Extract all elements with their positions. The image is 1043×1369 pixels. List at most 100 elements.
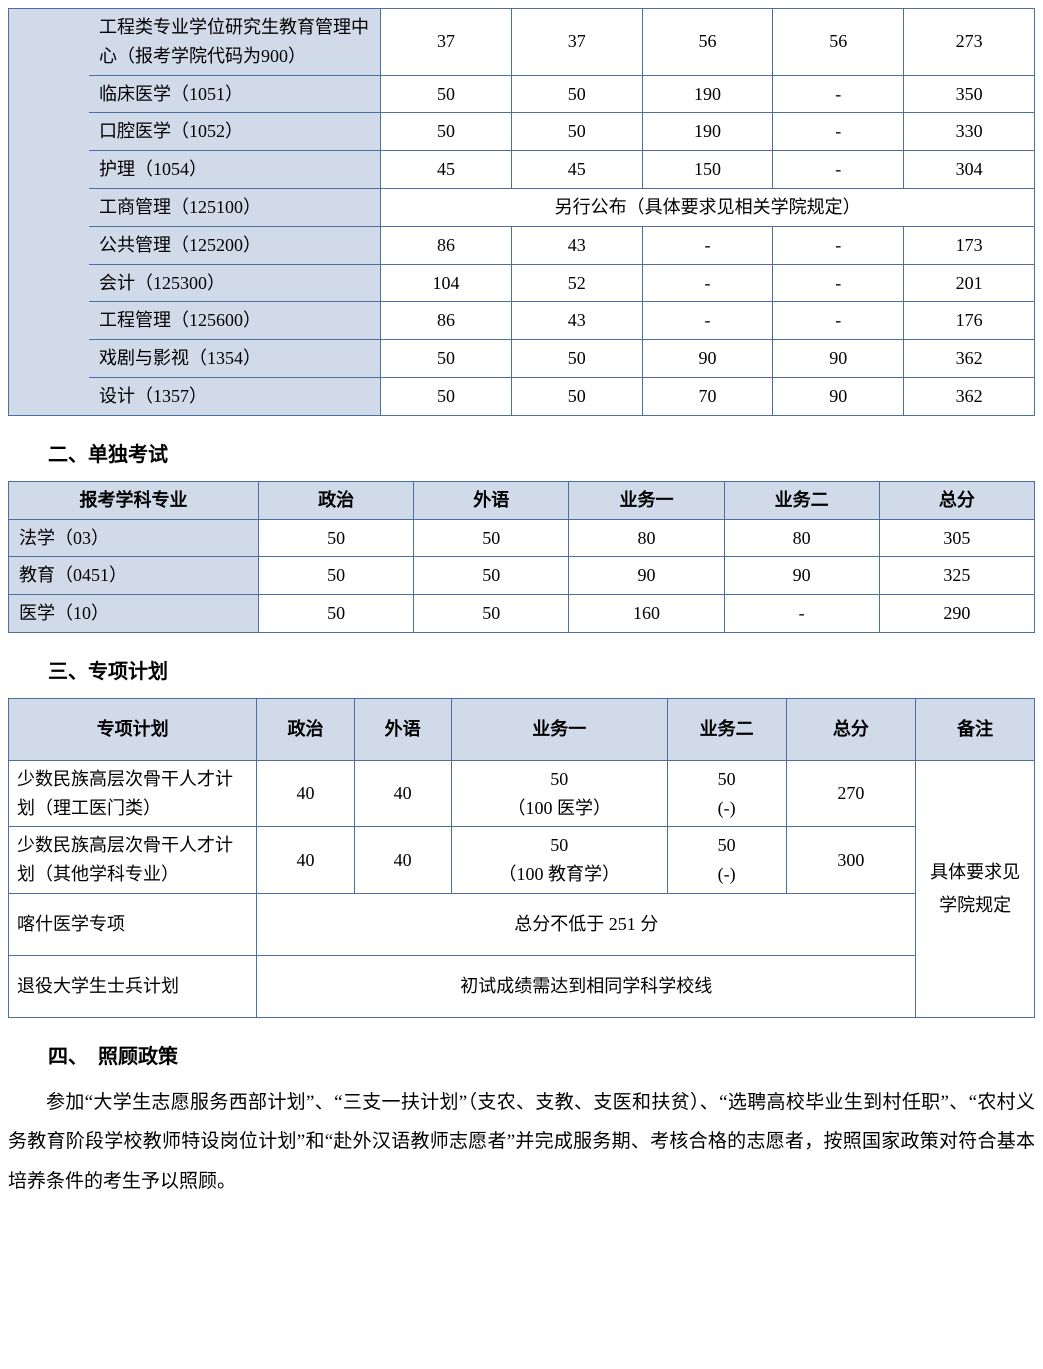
merged-cell: 总分不低于 251 分: [257, 893, 916, 955]
col-total: 总分: [786, 698, 916, 760]
cell: 270: [786, 760, 916, 827]
table-row: 设计（1357）50507090362: [9, 377, 1035, 415]
cell: 50: [511, 377, 642, 415]
cell: 362: [904, 377, 1035, 415]
cell: 40: [257, 760, 354, 827]
table-header-row: 报考学科专业 政治 外语 业务一 业务二 总分: [9, 481, 1035, 519]
row-label: 公共管理（125200）: [89, 226, 381, 264]
cell: 90: [773, 340, 904, 378]
cell: -: [642, 264, 773, 302]
table-row: 戏剧与影视（1354）50509090362: [9, 340, 1035, 378]
cell: -: [773, 113, 904, 151]
cell: -: [773, 226, 904, 264]
cell: 304: [904, 151, 1035, 189]
row-label: 教育（0451）: [9, 557, 259, 595]
cell: 362: [904, 340, 1035, 378]
cell: 190: [642, 75, 773, 113]
category-spacer: [9, 9, 89, 416]
table-row: 口腔医学（1052）5050190-330: [9, 113, 1035, 151]
merged-cell: 初试成绩需达到相同学科学校线: [257, 955, 916, 1017]
col-biz2: 业务二: [667, 698, 786, 760]
cell: 80: [724, 519, 879, 557]
cell: 104: [381, 264, 512, 302]
col-subject: 报考学科专业: [9, 481, 259, 519]
table-row: 会计（125300）10452--201: [9, 264, 1035, 302]
table-row: 工程类专业学位研究生教育管理中心（报考学院代码为900）37375656273: [9, 9, 1035, 76]
cell: 305: [879, 519, 1034, 557]
cell: 37: [511, 9, 642, 76]
row-label: 护理（1054）: [89, 151, 381, 189]
row-label: 戏剧与影视（1354）: [89, 340, 381, 378]
cell: 50(-): [667, 827, 786, 894]
row-label: 少数民族高层次骨干人才计划（其他学科专业）: [9, 827, 257, 894]
col-foreign: 外语: [414, 481, 569, 519]
cell: 50: [414, 595, 569, 633]
row-label: 工程管理（125600）: [89, 302, 381, 340]
cell: 190: [642, 113, 773, 151]
cell: 176: [904, 302, 1035, 340]
row-label: 法学（03）: [9, 519, 259, 557]
cell: 90: [773, 377, 904, 415]
col-plan: 专项计划: [9, 698, 257, 760]
row-label: 少数民族高层次骨干人才计划（理工医门类）: [9, 760, 257, 827]
cell: 56: [773, 9, 904, 76]
table-row: 退役大学生士兵计划 初试成绩需达到相同学科学校线: [9, 955, 1035, 1017]
col-politics: 政治: [259, 481, 414, 519]
col-remark: 备注: [916, 698, 1035, 760]
cell: 50: [381, 113, 512, 151]
cell: 80: [569, 519, 724, 557]
col-biz1: 业务一: [569, 481, 724, 519]
table-row: 教育（0451）50509090325: [9, 557, 1035, 595]
cell: 70: [642, 377, 773, 415]
cell: -: [724, 595, 879, 633]
cell: 90: [724, 557, 879, 595]
cell: 50: [259, 595, 414, 633]
row-label: 工商管理（125100）: [89, 188, 381, 226]
cell: 290: [879, 595, 1034, 633]
cell: 40: [257, 827, 354, 894]
cell: 86: [381, 302, 512, 340]
cell: 150: [642, 151, 773, 189]
table-row: 护理（1054）4545150-304: [9, 151, 1035, 189]
cell: 173: [904, 226, 1035, 264]
cell: 56: [642, 9, 773, 76]
col-total: 总分: [879, 481, 1034, 519]
cell: 86: [381, 226, 512, 264]
cell: 50: [381, 377, 512, 415]
table-row: 工程管理（125600）8643--176: [9, 302, 1035, 340]
table-row: 临床医学（1051）5050190-350: [9, 75, 1035, 113]
row-label: 工程类专业学位研究生教育管理中心（报考学院代码为900）: [89, 9, 381, 76]
merged-cell: 另行公布（具体要求见相关学院规定）: [381, 188, 1035, 226]
cell: 350: [904, 75, 1035, 113]
row-label: 喀什医学专项: [9, 893, 257, 955]
table-row: 少数民族高层次骨干人才计划（理工医门类） 40 40 50（100 医学） 50…: [9, 760, 1035, 827]
cell: -: [773, 151, 904, 189]
cell: 50: [259, 557, 414, 595]
cell: 325: [879, 557, 1034, 595]
table-row: 法学（03）50508080305: [9, 519, 1035, 557]
col-politics: 政治: [257, 698, 354, 760]
cell: 40: [354, 827, 451, 894]
cell: 50: [511, 75, 642, 113]
cell: 201: [904, 264, 1035, 302]
cell: 37: [381, 9, 512, 76]
section-2-title: 二、单独考试: [48, 438, 1035, 467]
table-header-row: 专项计划 政治 外语 业务一 业务二 总分 备注: [9, 698, 1035, 760]
table-row: 喀什医学专项 总分不低于 251 分: [9, 893, 1035, 955]
table-row: 少数民族高层次骨干人才计划（其他学科专业） 40 40 50（100 教育学） …: [9, 827, 1035, 894]
cell: 43: [511, 226, 642, 264]
remark-cell: 具体要求见学院规定: [916, 760, 1035, 1017]
table-row: 工商管理（125100）另行公布（具体要求见相关学院规定）: [9, 188, 1035, 226]
cell: -: [773, 75, 904, 113]
cell: 300: [786, 827, 916, 894]
cell: 273: [904, 9, 1035, 76]
cell: 50（100 医学）: [451, 760, 667, 827]
section-4-title: 四、 照顾政策: [48, 1040, 1035, 1069]
cell: 50: [381, 340, 512, 378]
col-biz2: 业务二: [724, 481, 879, 519]
cell: 90: [642, 340, 773, 378]
cell: 330: [904, 113, 1035, 151]
cell: -: [773, 264, 904, 302]
cell: -: [773, 302, 904, 340]
table-majors: 工程类专业学位研究生教育管理中心（报考学院代码为900）37375656273临…: [8, 8, 1035, 416]
